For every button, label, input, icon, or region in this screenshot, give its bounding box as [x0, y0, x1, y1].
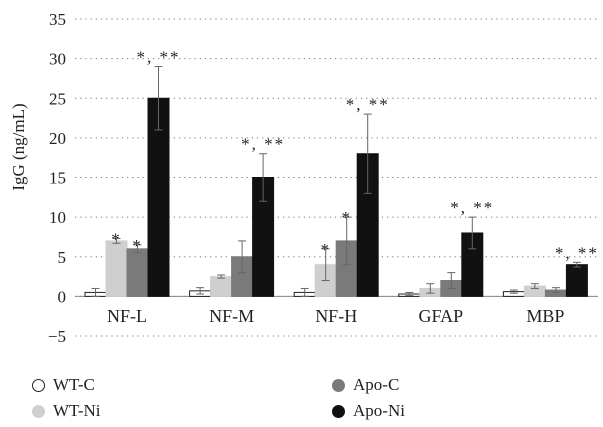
- y-tick-label: 35: [49, 10, 66, 29]
- significance-label: *, **: [450, 198, 494, 217]
- y-axis-label: IgG (ng/mL): [9, 103, 28, 190]
- y-tick-label: 5: [58, 248, 67, 267]
- y-tick-label: 20: [49, 129, 66, 148]
- category-label: NF-L: [107, 306, 147, 326]
- legend-item-wt-ni: WT-Ni: [32, 401, 101, 421]
- significance-label: *, **: [137, 48, 181, 67]
- legend-swatch-wt-c: [32, 378, 45, 392]
- y-tick-label: 30: [49, 50, 66, 69]
- y-tick-label: −5: [48, 327, 66, 346]
- category-label: NF-M: [209, 306, 254, 326]
- y-tick-label: 25: [49, 89, 66, 108]
- legend-item-apo-c: Apo-C: [332, 375, 399, 395]
- legend-item-apo-ni: Apo-Ni: [332, 401, 405, 421]
- significance-label: *: [132, 236, 143, 255]
- y-tick-label: 10: [49, 208, 66, 227]
- legend-swatch-apo-ni: [332, 404, 345, 418]
- legend-label-apo-ni: Apo-Ni: [353, 401, 405, 420]
- significance-label: *, **: [241, 135, 285, 154]
- legend-swatch-apo-c: [332, 378, 345, 392]
- legend-item-wt-c: WT-C: [32, 375, 95, 395]
- category-label-layer: NF-L NF-M NF-H GFAP MBP: [107, 306, 564, 326]
- significance-label: *: [341, 208, 352, 227]
- significance-label: *, **: [555, 243, 599, 262]
- error-bar-layer: [91, 66, 581, 297]
- category-label: MBP: [526, 306, 564, 326]
- legend-label-wt-c: WT-C: [53, 375, 95, 394]
- y-tick-label: 0: [58, 287, 67, 306]
- legend-swatch-wt-ni: [32, 404, 45, 418]
- legend-label-wt-ni: WT-Ni: [53, 401, 101, 420]
- y-tick-layer: −5 0 5 10 15 20 25 30 35: [48, 10, 66, 346]
- significance-label: *, **: [346, 95, 390, 114]
- legend-label-apo-c: Apo-C: [353, 375, 400, 394]
- significance-label: *: [111, 230, 122, 249]
- significance-label: *: [320, 240, 331, 259]
- category-label: NF-H: [315, 306, 357, 326]
- y-tick-label: 15: [49, 169, 66, 188]
- category-label: GFAP: [418, 306, 463, 326]
- annotation-layer: * * *, ** *, ** * * *, ** *, ** *, **: [111, 48, 599, 263]
